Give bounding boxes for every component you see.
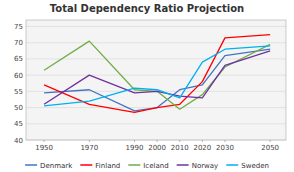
legend-item: Norway (177, 162, 219, 170)
series-line (44, 49, 270, 111)
chart: Total Dependency Ratio Projection 40 45 50 5… (0, 0, 294, 172)
title: Total Dependency Ratio Projection (50, 3, 244, 14)
grid-line (26, 42, 286, 43)
legend-item: Sweden (226, 162, 269, 170)
grid-line (26, 75, 286, 76)
x-tick (134, 140, 135, 142)
x-tick (44, 140, 45, 142)
legend-swatch (80, 164, 92, 166)
legend: Denmark Finland Iceland Norway Sweden (25, 162, 269, 170)
legend-swatch (128, 164, 140, 166)
legend-swatch (226, 164, 238, 166)
legend-item: Iceland (128, 162, 168, 170)
x-tick-label: 1990 (126, 144, 144, 152)
x-tick-label: 2020 (193, 144, 211, 152)
plot-area (26, 20, 286, 140)
x-tick (202, 140, 203, 142)
x-tick (157, 140, 158, 142)
x-tick-label: 2000 (148, 144, 166, 152)
x-tick-label: 2050 (261, 144, 279, 152)
y-tick-label: 70 (14, 39, 23, 47)
y-tick-label: 65 (14, 55, 23, 63)
y-tick-label: 55 (14, 88, 23, 96)
x-tick (89, 140, 90, 142)
legend-label: Iceland (143, 162, 168, 170)
legend-item: Denmark (25, 162, 73, 170)
legend-label: Finland (95, 162, 120, 170)
legend-label: Sweden (241, 162, 269, 170)
series-group (44, 35, 270, 113)
series-line (44, 41, 270, 109)
grid-line (26, 123, 286, 124)
y-tick-label: 40 (14, 137, 23, 145)
x-tick (179, 140, 180, 142)
x-tick (224, 140, 225, 142)
series-line (44, 35, 270, 113)
y-tick-label: 50 (14, 104, 23, 112)
legend-label: Norway (192, 162, 219, 170)
series-line (44, 51, 270, 105)
x-tick-label: 1970 (80, 144, 98, 152)
legend-swatch (25, 164, 37, 166)
y-tick-label: 60 (14, 72, 23, 80)
series-line (44, 46, 270, 106)
grid-line (26, 26, 286, 27)
y-tick-label: 75 (14, 23, 23, 31)
legend-label: Denmark (40, 162, 73, 170)
legend-item: Finland (80, 162, 120, 170)
x-tick (270, 140, 271, 142)
legend-swatch (177, 164, 189, 166)
x-tick-label: 2010 (171, 144, 189, 152)
plot-frame (26, 20, 286, 140)
x-tick-label: 2030 (216, 144, 234, 152)
y-tick-label: 45 (14, 120, 23, 128)
x-tick-label: 1950 (35, 144, 53, 152)
